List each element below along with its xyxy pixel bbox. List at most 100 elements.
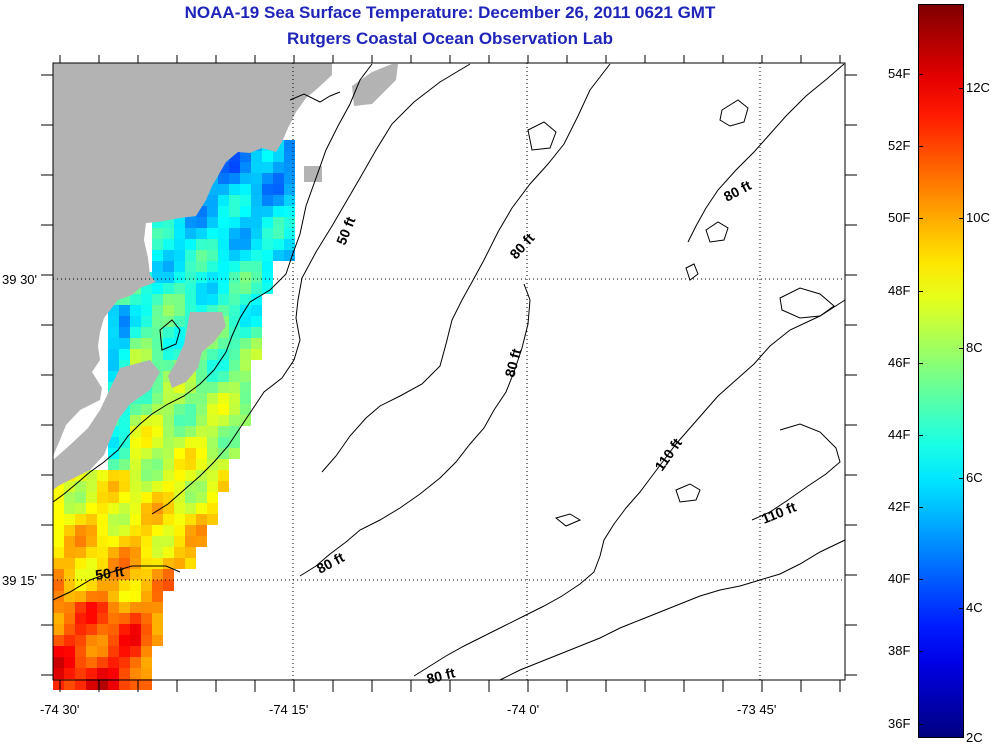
sst-pixel <box>141 481 152 492</box>
contour-deep-south <box>499 539 846 681</box>
sst-pixel <box>119 338 130 349</box>
sst-pixel <box>53 679 64 690</box>
sst-pixel <box>240 162 251 173</box>
sst-pixel <box>229 349 240 360</box>
sst-pixel <box>207 349 218 360</box>
sst-pixel <box>119 316 130 327</box>
sst-pixel <box>174 448 185 459</box>
sst-pixel <box>152 217 163 228</box>
sst-pixel <box>130 514 141 525</box>
sst-pixel <box>163 514 174 525</box>
contour-50ft <box>52 63 373 503</box>
sst-pixel <box>108 316 119 327</box>
sst-pixel <box>174 426 185 437</box>
sst-pixel <box>163 283 174 294</box>
sst-pixel <box>273 184 284 195</box>
sst-pixel <box>130 525 141 536</box>
sst-pixel <box>218 228 229 239</box>
sst-pixel <box>130 470 141 481</box>
sst-pixel <box>130 459 141 470</box>
sst-pixel <box>185 393 196 404</box>
sst-pixel <box>174 547 185 558</box>
sst-pixel <box>185 492 196 503</box>
sst-pixel <box>207 206 218 217</box>
colorbar-celsius-label: 2C <box>966 730 983 745</box>
sst-pixel <box>75 470 86 481</box>
sst-pixel <box>130 503 141 514</box>
sst-pixel <box>163 426 174 437</box>
sst-pixel <box>185 404 196 415</box>
sst-pixel <box>207 404 218 415</box>
sst-pixel <box>53 657 64 668</box>
y-tick-label: 39 15' <box>2 573 37 588</box>
sst-pixel <box>196 393 207 404</box>
sst-pixel <box>97 624 108 635</box>
sst-pixel <box>163 294 174 305</box>
sst-pixel <box>141 294 152 305</box>
sst-pixel <box>152 272 163 283</box>
sst-pixel <box>207 195 218 206</box>
sst-pixel <box>108 635 119 646</box>
colorbar-tick <box>959 88 964 89</box>
colorbar-fahrenheit-label: 50F <box>888 210 911 226</box>
sst-pixel <box>163 316 174 327</box>
sst-pixel <box>229 393 240 404</box>
sst-pixel <box>196 371 207 382</box>
sst-pixel <box>174 459 185 470</box>
sst-pixel <box>196 349 207 360</box>
sst-pixel <box>141 613 152 624</box>
sst-pixel <box>119 349 130 360</box>
sst-pixel <box>108 591 119 602</box>
sst-pixel <box>174 470 185 481</box>
sst-pixel <box>141 558 152 569</box>
sst-pixel <box>152 525 163 536</box>
sst-pixel <box>152 492 163 503</box>
sst-pixel <box>207 437 218 448</box>
sst-pixel <box>141 602 152 613</box>
sst-pixel <box>108 514 119 525</box>
sst-pixel <box>152 327 163 338</box>
sst-pixel <box>75 514 86 525</box>
sst-pixel <box>207 492 218 503</box>
sst-pixel <box>119 327 130 338</box>
sst-pixel <box>119 481 130 492</box>
sst-pixel <box>163 547 174 558</box>
sst-pixel <box>141 393 152 404</box>
sst-pixel <box>218 338 229 349</box>
sst-pixel <box>218 448 229 459</box>
sst-pixel <box>53 547 64 558</box>
contour-island-7 <box>554 513 582 527</box>
colorbar-tick <box>918 363 923 364</box>
sst-pixel <box>273 162 284 173</box>
contour-80ft-east <box>687 63 845 243</box>
colorbar-tick <box>918 507 923 508</box>
sst-pixel <box>207 459 218 470</box>
sst-pixel <box>97 514 108 525</box>
sst-pixel <box>53 558 64 569</box>
sst-pixel <box>284 140 295 151</box>
sst-pixel <box>141 679 152 690</box>
colorbar-fahrenheit-label: 44F <box>888 426 911 442</box>
sst-pixel <box>86 547 97 558</box>
sst-pixel <box>152 613 163 624</box>
sst-pixel <box>207 503 218 514</box>
sst-pixel <box>185 547 196 558</box>
sst-pixel <box>86 525 97 536</box>
sst-pixel <box>97 602 108 613</box>
sst-pixel <box>75 492 86 503</box>
sst-pixel <box>86 569 97 580</box>
sst-pixel <box>163 250 174 261</box>
sst-pixel <box>196 437 207 448</box>
sst-pixel <box>141 349 152 360</box>
sst-pixel <box>196 272 207 283</box>
sst-pixel <box>262 261 273 272</box>
sst-pixel <box>185 415 196 426</box>
sst-pixel <box>196 250 207 261</box>
sst-pixel <box>251 327 262 338</box>
sst-pixel <box>251 261 262 272</box>
sst-pixel <box>240 371 251 382</box>
sst-pixel <box>229 360 240 371</box>
sst-pixel <box>64 679 75 690</box>
sst-pixel <box>174 338 185 349</box>
